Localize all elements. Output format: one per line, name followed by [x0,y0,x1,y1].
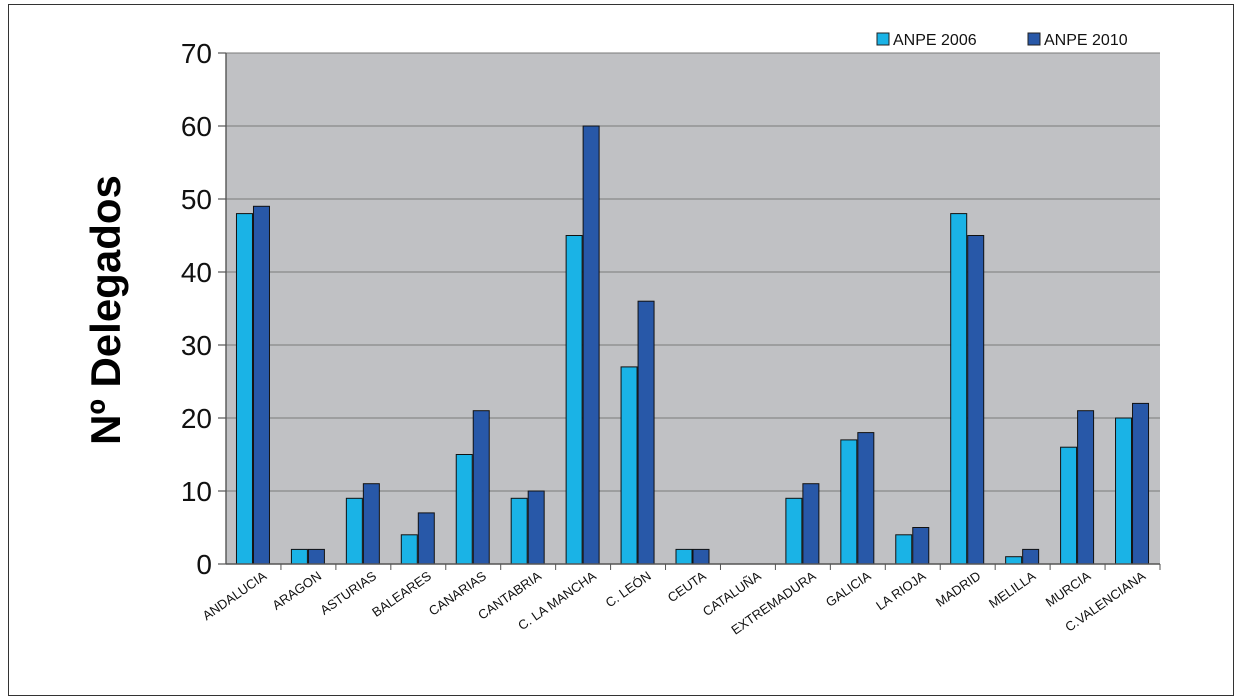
bar-2006 [400,534,418,565]
y-tick-label: 50 [181,184,212,215]
y-tick-label: 70 [181,38,212,69]
gridlines [226,52,1160,492]
bar-2006 [1060,446,1078,565]
bar-2010 [1077,410,1095,565]
plot-background [226,53,1160,564]
x-tick-label: GALICIA [823,568,874,610]
bar-2006 [950,213,968,565]
y-tick-label: 30 [181,330,212,361]
x-tick-label: MELILLA [986,568,1039,611]
bar-2010 [1022,548,1040,565]
bar-2010 [252,205,270,565]
bar-2010 [307,548,325,565]
x-tick-label: BALEARES [369,568,434,620]
bar-2006 [235,213,253,565]
x-tick-label: CEUTA [665,568,709,605]
bar-2010 [472,410,490,565]
bar-2010 [417,512,435,565]
bar-2006 [1115,417,1133,565]
bar-2010 [692,548,710,565]
bar-2010 [527,490,545,565]
y-axis-label: Nº Delegados [82,175,129,445]
bar-2006 [840,439,858,565]
y-tick-label: 60 [181,111,212,142]
bar-2006 [1005,556,1023,565]
bar-2010 [1132,402,1150,565]
bar-2006 [290,548,308,565]
y-tick-label: 40 [181,257,212,288]
bar-2010 [857,432,875,565]
legend-swatch [876,32,890,46]
bar-2006 [345,497,363,565]
legend: ANPE 2006 ANPE 2010 [876,32,1128,49]
x-tick-label: ARAGON [269,568,324,613]
legend-label: ANPE 2010 [1044,32,1128,49]
y-tick-label: 20 [181,403,212,434]
bar-2006 [565,235,583,565]
bar-2006 [455,454,473,565]
x-tick-label: MURCIA [1043,568,1094,610]
bar-2006 [675,548,693,565]
legend-swatch [1027,32,1041,46]
x-tick-label: C. LEÓN [603,568,654,610]
y-tick-label: 10 [181,476,212,507]
legend-label: ANPE 2006 [893,32,977,49]
bar-2006 [620,366,638,565]
bars [235,125,1150,565]
x-tick-label: MADRID [933,568,984,610]
chart-frame [8,4,1234,696]
x-tick-label: LA RIOJA [873,568,929,613]
bar-2010 [912,527,930,565]
bar-2010 [637,300,655,565]
y-tick-label: 0 [196,549,212,580]
plot-area [226,53,1160,564]
bar-2006 [510,497,528,565]
bar-2010 [362,483,380,565]
bar-2010 [582,125,600,565]
bar-2010 [802,483,820,565]
bar-2010 [967,235,985,565]
bar-2006 [785,497,803,565]
bar-2006 [895,534,913,565]
